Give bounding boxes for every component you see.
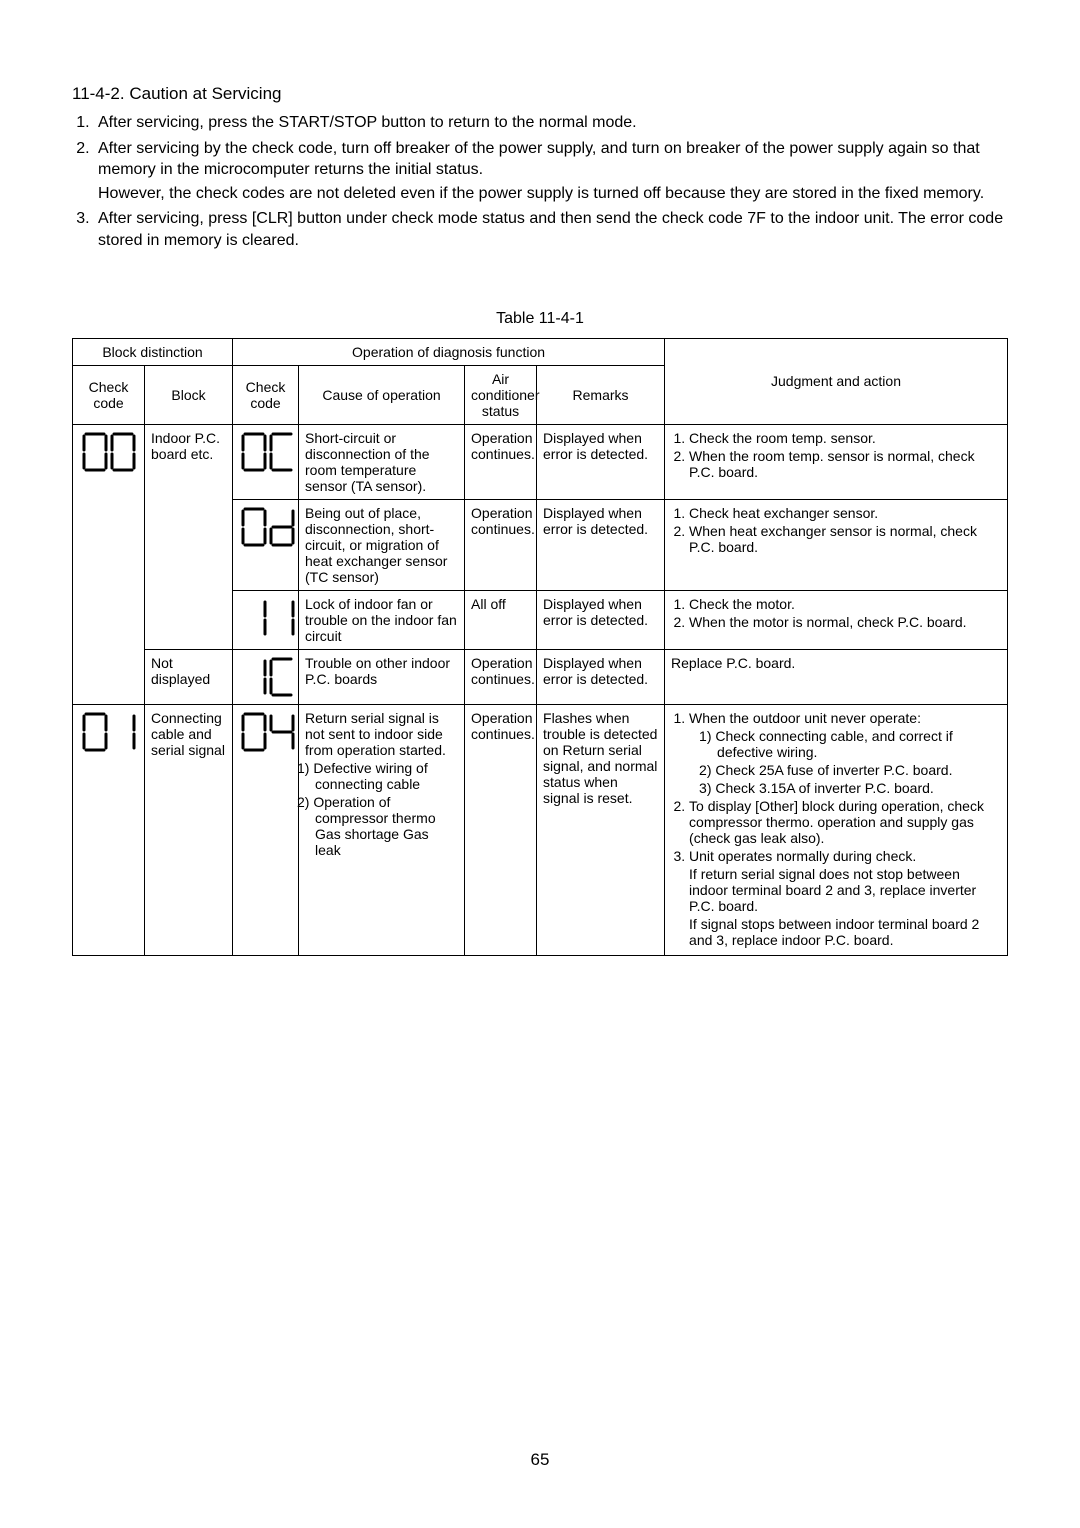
judgment-item: Check heat exchanger sensor. (689, 505, 1001, 521)
seven-seg-display (239, 596, 297, 640)
cell-judgment: Check the motor. When the motor is norma… (665, 590, 1008, 649)
cause-sub-item: 1) Defective wiring of connecting cable (297, 760, 428, 792)
list-item: After servicing, press the START/STOP bu… (94, 112, 1008, 134)
table-body: Indoor P.C. board etc. Short-circuit or … (73, 424, 1008, 955)
instruction-list: After servicing, press the START/STOP bu… (72, 112, 1008, 252)
seven-seg-display (239, 505, 297, 549)
judgment-text: To display [Other] block during operatio… (689, 798, 984, 846)
cell-cause: Lock of indoor fan or trouble on the ind… (299, 590, 465, 649)
judgment-item: Check the room temp. sensor. (689, 430, 1001, 446)
th-judgment: Judgment and action (665, 338, 1008, 424)
th-cause: Cause of operation (299, 365, 465, 424)
cell-cause: Being out of place, disconnection, short… (299, 499, 465, 590)
cause-main: Return serial signal is not sent to indo… (305, 710, 446, 758)
th-check-code: Check code (73, 365, 145, 424)
cell-group-block: Connecting cable and serial signal (145, 704, 233, 955)
cell-code (233, 590, 299, 649)
page-number: 65 (0, 1450, 1080, 1470)
list-item-sub: However, the check codes are not deleted… (98, 183, 1008, 205)
th-remarks: Remarks (537, 365, 665, 424)
seven-seg-display (80, 430, 138, 474)
th-status: Air conditioner status (465, 365, 537, 424)
judgment-sub: 2) Check 25A fuse of inverter P.C. board… (699, 762, 1001, 778)
judgment-item: When the outdoor unit never operate: 1) … (689, 710, 1001, 796)
cell-remarks: Displayed when error is detected. (537, 649, 665, 704)
cell-group-block: Indoor P.C. board etc. (145, 424, 233, 649)
judgment-item: Unit operates normally during check. If … (689, 848, 1001, 948)
section-number: 11-4-2. (72, 84, 125, 103)
judgment-item: When the motor is normal, check P.C. boa… (689, 614, 1001, 630)
cell-status: Operation continues. (465, 424, 537, 499)
table-caption: Table 11-4-1 (72, 310, 1008, 328)
th-block-distinction: Block distinction (73, 338, 233, 365)
judgment-tail: If return serial signal does not stop be… (689, 866, 1001, 914)
list-item: After servicing by the check code, turn … (94, 138, 1008, 205)
cell-judgment: Check the room temp. sensor. When the ro… (665, 424, 1008, 499)
cell-judgment: Check heat exchanger sensor. When heat e… (665, 499, 1008, 590)
list-item: After servicing, press [CLR] button unde… (94, 208, 1008, 251)
cell-group-code (73, 424, 145, 704)
section-title-text: Caution at Servicing (129, 84, 281, 103)
seven-seg-display (239, 710, 297, 754)
cell-group-block: Not displayed (145, 649, 233, 704)
judgment-item: When the room temp. sensor is normal, ch… (689, 448, 1001, 480)
cell-status: All off (465, 590, 537, 649)
diagnosis-table: Block distinction Operation of diagnosis… (72, 338, 1008, 956)
cell-judgment: Replace P.C. board. (665, 649, 1008, 704)
list-item-text: After servicing, press the START/STOP bu… (98, 114, 637, 131)
table-row: Not displayed Trouble on other indoor P.… (73, 649, 1008, 704)
th-operation-diag: Operation of diagnosis function (233, 338, 665, 365)
cell-remarks: Displayed when error is detected. (537, 499, 665, 590)
cell-code (233, 499, 299, 590)
seven-seg-display (80, 710, 138, 754)
table-head: Block distinction Operation of diagnosis… (73, 338, 1008, 424)
judgment-item: Check the motor. (689, 596, 1001, 612)
list-item-text: After servicing, press [CLR] button unde… (98, 210, 1003, 249)
cell-remarks: Displayed when error is detected. (537, 424, 665, 499)
judgment-item: When heat exchanger sensor is normal, ch… (689, 523, 1001, 555)
cell-remarks: Flashes when trouble is detected on Retu… (537, 704, 665, 955)
section-heading: 11-4-2. Caution at Servicing (72, 84, 1008, 104)
cause-sub-item: 2) Operation of compressor thermo Gas sh… (297, 794, 436, 858)
judgment-item: To display [Other] block during operatio… (689, 798, 1001, 846)
th-check-code-2: Check code (233, 365, 299, 424)
cell-status: Operation continues. (465, 704, 537, 955)
list-item-text: After servicing by the check code, turn … (98, 140, 980, 179)
judgment-text: When the outdoor unit never operate: (689, 710, 921, 726)
judgment-sub: 3) Check 3.15A of inverter P.C. board. (699, 780, 1001, 796)
judgment-tail: If signal stops between indoor terminal … (689, 916, 1001, 948)
cell-cause: Short-circuit or disconnection of the ro… (299, 424, 465, 499)
cell-remarks: Displayed when error is detected. (537, 590, 665, 649)
cell-status: Operation continues. (465, 649, 537, 704)
cell-code (233, 424, 299, 499)
cell-cause: Return serial signal is not sent to indo… (299, 704, 465, 955)
seven-seg-display (239, 430, 297, 474)
cell-code (233, 649, 299, 704)
cell-group-code (73, 704, 145, 955)
seven-seg-display (239, 655, 297, 699)
table-row: Connecting cable and serial signal Retur… (73, 704, 1008, 955)
cell-cause: Trouble on other indoor P.C. boards (299, 649, 465, 704)
cell-status: Operation continues. (465, 499, 537, 590)
table-row: Indoor P.C. board etc. Short-circuit or … (73, 424, 1008, 499)
cell-code (233, 704, 299, 955)
cell-judgment: When the outdoor unit never operate: 1) … (665, 704, 1008, 955)
judgment-sub: 1) Check connecting cable, and correct i… (699, 728, 1001, 760)
th-block: Block (145, 365, 233, 424)
judgment-text: Unit operates normally during check. (689, 848, 916, 864)
